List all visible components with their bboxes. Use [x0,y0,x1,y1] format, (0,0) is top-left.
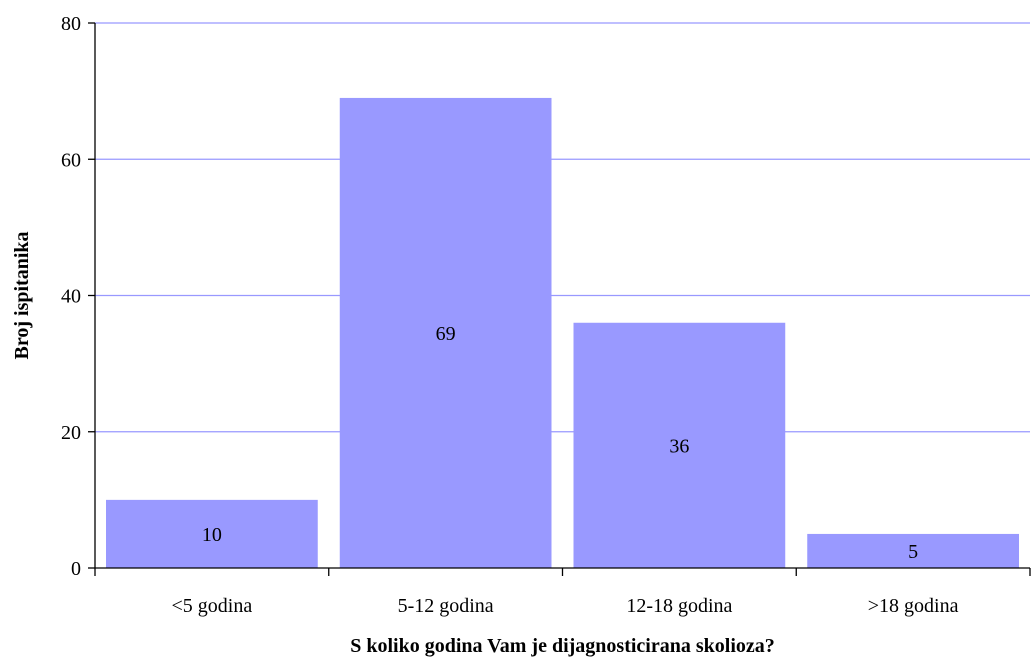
axes [88,22,1031,576]
y-tick-label: 0 [71,558,81,580]
y-tick-label: 40 [61,286,81,308]
bars [106,97,1019,568]
x-tick-label: >18 godina [868,595,959,617]
y-tick-label: 80 [61,13,81,35]
y-tick-label: 60 [61,149,81,171]
x-tick-label: <5 godina [172,595,253,617]
data-label: 5 [908,541,918,563]
data-label: 36 [669,435,689,457]
labels: 10 <5 godina 69 5-12 godina 36 12-18 godina 5 >… [61,13,959,617]
data-label: 10 [202,524,222,546]
y-axis-title: Broj ispitanika [11,232,33,360]
bar [106,499,318,568]
x-tick-label: 12-18 godina [626,595,732,617]
gridlines [95,22,1030,433]
y-tick-label: 20 [61,422,81,444]
data-label: 69 [436,323,456,345]
bar [807,533,1019,568]
bar [339,97,552,568]
x-axis-title: S koliko godina Vam je dijagnosticirana … [350,635,775,657]
x-tick-label: 5-12 godina [398,595,494,617]
bar [573,322,786,568]
